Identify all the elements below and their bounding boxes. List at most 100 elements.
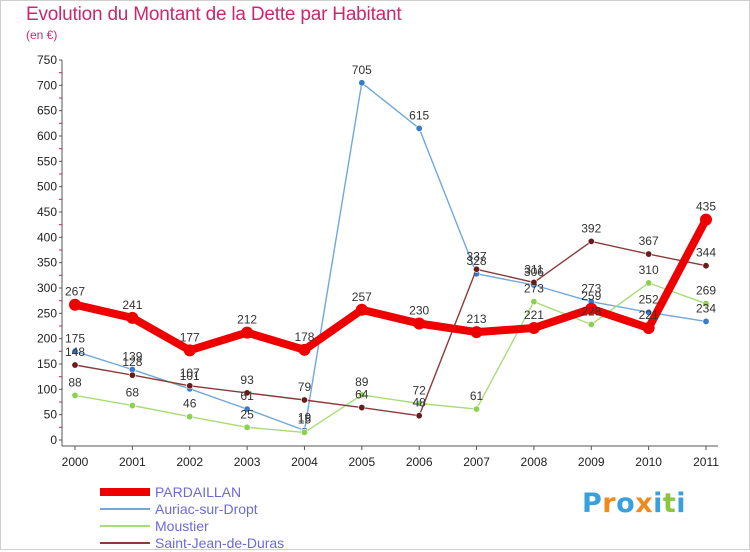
legend-swatch-saint-jean-de-duras	[100, 542, 150, 544]
data-label-auriac-sur-dropt: 252	[639, 292, 659, 306]
legend-label: Moustier	[155, 518, 209, 534]
data-point-moustier	[702, 300, 710, 308]
x-tick-label: 2009	[578, 455, 605, 469]
y-tick-label: 450	[37, 205, 57, 219]
data-point-pardaillan	[69, 298, 81, 311]
data-label-pardaillan: 178	[294, 330, 314, 344]
data-point-saint-jean-de-duras	[186, 382, 194, 390]
x-tick-label: 2011	[693, 455, 719, 469]
data-point-moustier	[243, 423, 251, 431]
data-label-pardaillan: 177	[180, 330, 200, 344]
data-label-auriac-sur-dropt: 234	[696, 301, 716, 315]
y-tick-label: 150	[37, 357, 57, 371]
data-label-saint-jean-de-duras: 148	[65, 345, 85, 359]
data-label-moustier: 68	[126, 386, 140, 400]
data-label-auriac-sur-dropt: 615	[409, 108, 429, 122]
data-point-saint-jean-de-duras	[128, 371, 136, 379]
data-label-moustier: 25	[240, 407, 254, 421]
data-label-auriac-sur-dropt: 705	[352, 63, 372, 77]
data-point-saint-jean-de-duras	[645, 250, 653, 258]
data-point-saint-jean-de-duras	[415, 412, 423, 420]
data-point-pardaillan	[183, 344, 196, 357]
x-tick-label: 2004	[291, 455, 318, 469]
proxiti-logo: Proxiti	[582, 488, 686, 519]
y-tick-label: 200	[37, 332, 57, 346]
chart-title: Evolution du Montant de la Dette par Hab…	[26, 4, 402, 25]
x-tick-label: 2010	[635, 455, 662, 469]
legend-label: Auriac-sur-Dropt	[155, 501, 258, 517]
data-point-moustier	[186, 413, 194, 421]
legend-label: Saint-Jean-de-Duras	[155, 535, 285, 551]
data-label-saint-jean-de-duras: 64	[355, 388, 369, 402]
data-point-saint-jean-de-duras	[300, 396, 308, 404]
data-point-moustier	[645, 279, 653, 287]
y-tick-label: 700	[37, 78, 57, 92]
data-label-saint-jean-de-duras: 367	[639, 234, 659, 248]
data-point-pardaillan	[642, 322, 655, 335]
data-label-moustier: 15	[298, 412, 312, 426]
data-label-saint-jean-de-duras: 79	[298, 380, 312, 394]
data-point-saint-jean-de-duras	[702, 262, 710, 270]
data-point-pardaillan	[298, 343, 311, 356]
logo-letter: i	[676, 488, 687, 519]
legend-swatch-auriac-sur-dropt	[100, 508, 150, 510]
data-point-moustier	[473, 405, 481, 413]
data-label-moustier: 228	[581, 304, 601, 318]
logo-letter: x	[635, 488, 654, 519]
y-tick-label: 0	[50, 433, 57, 447]
data-label-pardaillan: 212	[237, 313, 257, 327]
data-point-saint-jean-de-duras	[358, 404, 366, 412]
data-point-pardaillan	[470, 326, 483, 339]
legend-swatch-moustier	[100, 525, 150, 527]
x-tick-label: 2001	[119, 455, 146, 469]
y-tick-label: 750	[37, 53, 57, 67]
data-label-pardaillan: 221	[639, 308, 659, 322]
data-label-pardaillan: 267	[65, 285, 85, 299]
x-tick-label: 2008	[521, 455, 548, 469]
y-tick-label: 100	[37, 382, 57, 396]
x-tick-label: 2005	[348, 455, 375, 469]
y-tick-label: 50	[44, 408, 58, 422]
data-point-saint-jean-de-duras	[587, 237, 595, 245]
y-tick-label: 650	[37, 104, 57, 118]
data-label-saint-jean-de-duras: 93	[240, 373, 254, 387]
data-label-moustier: 269	[696, 284, 716, 298]
data-point-pardaillan	[585, 302, 598, 315]
series-line-auriac-sur-dropt	[74, 82, 707, 432]
data-point-auriac-sur-dropt	[415, 124, 423, 132]
data-label-moustier: 46	[183, 397, 197, 411]
data-point-moustier	[587, 320, 595, 328]
data-point-auriac-sur-dropt	[645, 308, 653, 316]
y-tick-label: 400	[37, 230, 57, 244]
data-point-moustier	[300, 428, 308, 436]
data-point-moustier	[530, 298, 538, 306]
data-label-pardaillan: 213	[467, 312, 487, 326]
data-point-pardaillan	[241, 326, 254, 339]
logo-letter: i	[653, 488, 663, 519]
chart-subtitle: (en €)	[26, 28, 58, 42]
data-point-pardaillan	[527, 322, 540, 335]
data-point-pardaillan	[413, 317, 426, 330]
data-label-pardaillan: 257	[352, 290, 372, 304]
data-point-saint-jean-de-duras	[71, 361, 79, 369]
data-point-auriac-sur-dropt	[358, 79, 366, 87]
data-label-moustier: 310	[639, 263, 659, 277]
series-line-pardaillan	[71, 215, 710, 355]
legend-label: PARDAILLAN	[155, 484, 242, 500]
logo-letter: P	[582, 488, 603, 519]
data-label-auriac-sur-dropt: 101	[180, 369, 200, 383]
data-label-saint-jean-de-duras: 392	[581, 221, 601, 235]
data-label-auriac-sur-dropt: 61	[240, 389, 254, 403]
logo-letter: t	[662, 488, 677, 519]
x-tick-label: 2002	[176, 455, 203, 469]
data-point-auriac-sur-dropt	[702, 317, 710, 325]
data-label-auriac-sur-dropt: 175	[65, 331, 85, 345]
data-label-auriac-sur-dropt: 19	[298, 410, 312, 424]
chart-svg: 0 50 100 150 200 250 300 350 400 450 500 550 600 650 7…	[37, 53, 719, 469]
data-point-pardaillan	[355, 303, 368, 316]
x-tick-label: 2003	[234, 455, 261, 469]
data-label-saint-jean-de-duras: 311	[524, 262, 543, 276]
data-label-pardaillan: 259	[581, 289, 601, 303]
data-label-auriac-sur-dropt: 139	[122, 350, 142, 364]
